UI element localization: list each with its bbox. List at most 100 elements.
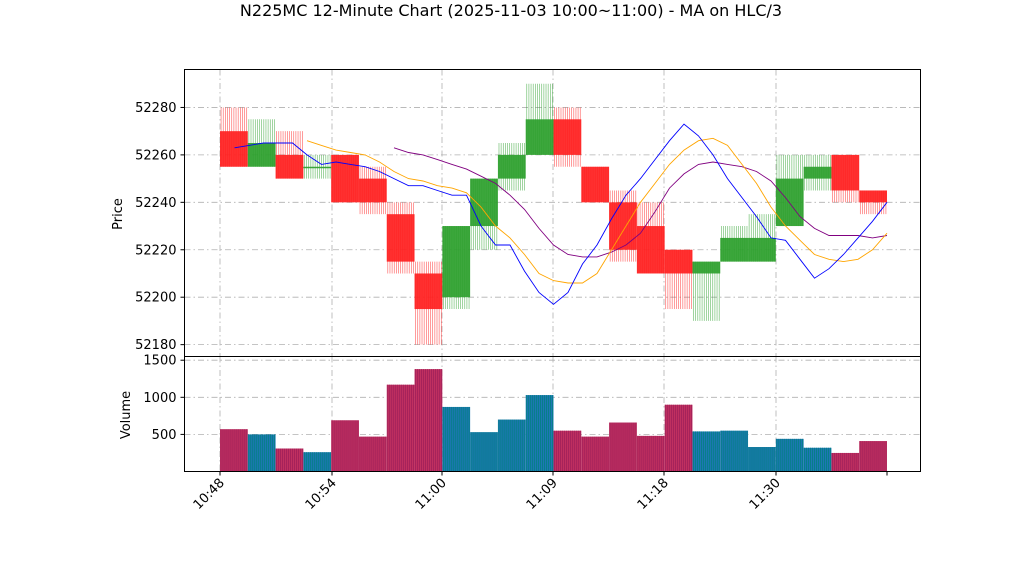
candle	[692, 261, 721, 321]
candle	[720, 226, 749, 262]
volume-bar-fill	[553, 430, 582, 472]
volume-bar-fill	[859, 441, 887, 472]
candle	[303, 154, 332, 179]
volume-bar	[470, 432, 498, 472]
volume-bar-fill	[414, 369, 443, 472]
volume-bar	[636, 435, 665, 472]
candle-body	[386, 214, 415, 262]
volume-bar	[609, 422, 637, 472]
volume-bar	[414, 369, 443, 472]
volume-bar-fill	[386, 384, 415, 472]
volume-bar	[442, 406, 471, 472]
volume-bar-fill	[525, 395, 554, 472]
volume-bar	[275, 448, 304, 472]
candle-body	[497, 154, 526, 179]
candle-body	[553, 119, 582, 155]
candle-body	[803, 166, 832, 179]
candle	[358, 166, 387, 215]
candle	[664, 249, 693, 310]
candle-body	[636, 226, 665, 274]
candle-body	[303, 166, 332, 169]
volume-bar	[386, 384, 415, 472]
candle-body	[581, 166, 610, 203]
volume-bar	[553, 430, 582, 472]
candle	[775, 154, 804, 227]
volume-tick-label: 1500	[143, 354, 176, 369]
volume-bar-fill	[831, 452, 860, 472]
ma-mid-line	[306, 137, 888, 284]
volume-bar-fill	[358, 436, 387, 472]
candle-body	[525, 119, 554, 155]
volume-bar-fill	[497, 419, 526, 472]
price-panel: 52180 52200 52220 52240 52260 52280 Price	[111, 69, 921, 357]
candle-body	[831, 154, 860, 191]
volume-bar	[692, 431, 721, 472]
volume-bar	[331, 420, 359, 472]
price-bars	[220, 83, 887, 345]
candle-body	[414, 273, 443, 310]
volume-bar-fill	[692, 431, 721, 472]
candle	[636, 202, 665, 274]
volume-bar-fill	[581, 436, 610, 472]
candle	[581, 166, 610, 203]
price-tick-label: 52180	[135, 338, 176, 353]
volume-tick-labels: 500 1000 1500	[143, 354, 185, 443]
candle-body	[331, 154, 359, 203]
volume-tick-label: 500	[152, 428, 177, 443]
chart-title: N225MC 12-Minute Chart (2025-11-03 10:00…	[240, 1, 782, 20]
candle-body	[859, 190, 887, 203]
candle	[442, 226, 471, 310]
candle	[386, 202, 415, 274]
volume-bar	[525, 395, 554, 472]
volume-bar-fill	[803, 447, 832, 472]
candle	[414, 261, 443, 345]
moving-average-lines	[234, 123, 888, 305]
candle-body	[692, 261, 721, 274]
volume-bar-fill	[470, 432, 498, 472]
volume-bar	[220, 429, 248, 472]
candle	[331, 154, 359, 203]
candle-body	[775, 178, 804, 227]
candle-body	[470, 178, 498, 227]
candle-body	[247, 143, 276, 167]
volume-bar	[581, 436, 610, 472]
volume-bar-fill	[303, 452, 332, 472]
volume-bar-fill	[442, 406, 471, 472]
volume-bar	[497, 419, 526, 472]
volume-bars	[220, 369, 887, 472]
volume-bar	[831, 452, 860, 472]
candle-body	[720, 237, 749, 262]
volume-bar	[803, 447, 832, 472]
price-axis-label: Price	[111, 198, 126, 230]
price-tick-label: 52220	[135, 243, 176, 258]
price-tick-label: 52280	[135, 101, 176, 116]
volume-bar-fill	[220, 429, 248, 472]
candle-body	[220, 131, 248, 167]
candle-body	[275, 154, 304, 179]
volume-bar-fill	[775, 438, 804, 472]
candle-body	[442, 226, 471, 298]
volume-bar	[775, 438, 804, 472]
volume-bar	[358, 436, 387, 472]
candle	[859, 190, 887, 215]
volume-bar	[720, 430, 749, 472]
candle	[275, 131, 304, 179]
price-tick-label: 52240	[135, 196, 176, 211]
candle	[831, 154, 860, 203]
ma-slow-line	[393, 147, 888, 258]
volume-bar-fill	[720, 430, 749, 472]
ma-fast-line	[234, 123, 888, 305]
volume-bar-fill	[275, 448, 304, 472]
volume-bar-fill	[748, 447, 776, 472]
volume-tick-label: 1000	[143, 391, 176, 406]
candle-body	[664, 249, 693, 274]
candle	[803, 154, 832, 191]
volume-bar	[748, 447, 776, 472]
volume-bar-fill	[247, 434, 276, 472]
volume-bar	[303, 452, 332, 472]
candle-body	[748, 237, 776, 262]
volume-bar	[859, 441, 887, 472]
candle	[470, 178, 498, 250]
volume-axis-label: Volume	[119, 391, 134, 439]
time-tick-label: 11:00	[413, 476, 450, 513]
